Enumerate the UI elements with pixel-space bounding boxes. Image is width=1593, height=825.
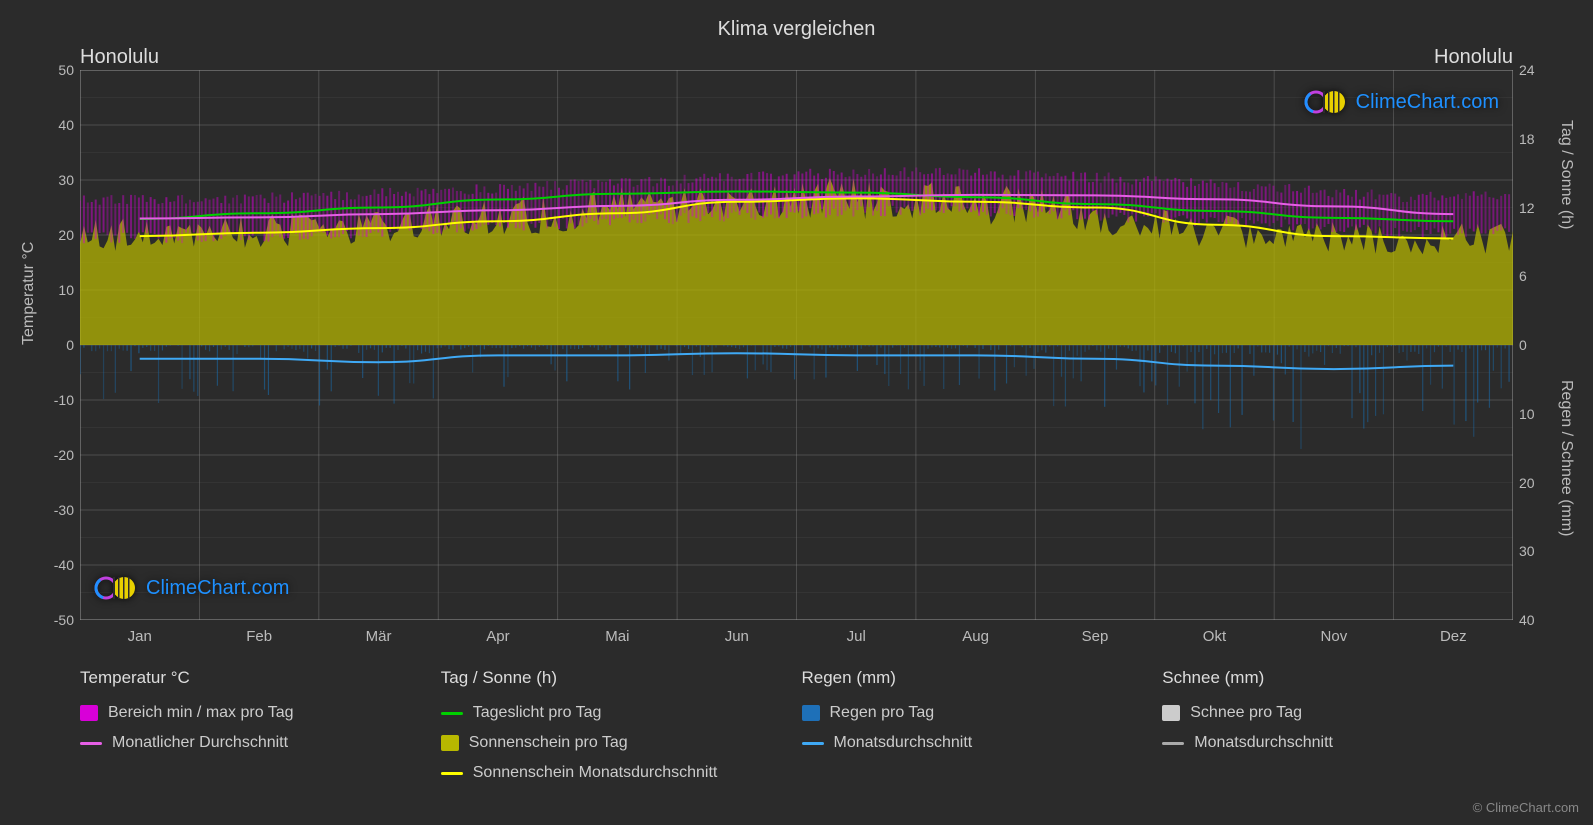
yaxis-right-bottom-label: Regen / Schnee (mm) xyxy=(1557,380,1575,537)
legend-swatch-icon xyxy=(80,705,98,721)
legend-group-title: Schnee (mm) xyxy=(1162,668,1513,688)
legend-item-label: Tageslicht pro Tag xyxy=(473,704,602,722)
yaxis-right-tick: 18 xyxy=(1519,131,1543,147)
legend-item-label: Schnee pro Tag xyxy=(1190,704,1302,722)
legend-item: Monatsdurchschnitt xyxy=(1162,734,1513,752)
legend-item: Monatlicher Durchschnitt xyxy=(80,734,431,752)
legend-group: Temperatur °C Bereich min / max pro Tag Mo… xyxy=(80,668,431,782)
watermark-logo-bottom: ClimeChart.com xyxy=(94,574,289,602)
yaxis-right-tick: 0 xyxy=(1519,337,1543,353)
yaxis-right-tick: 6 xyxy=(1519,268,1543,284)
location-label-right: Honolulu xyxy=(1434,46,1513,69)
xaxis-tick: Apr xyxy=(486,628,509,645)
watermark-text: ClimeChart.com xyxy=(146,577,289,600)
yaxis-right-tick: 20 xyxy=(1519,475,1543,491)
logo-icon xyxy=(94,574,138,602)
yaxis-left-tick: -30 xyxy=(46,502,74,518)
legend-group: Regen (mm) Regen pro Tag Monatsdurchschnit… xyxy=(802,668,1153,782)
legend-group: Tag / Sonne (h) Tageslicht pro Tag Sonnens… xyxy=(441,668,792,782)
copyright-text: © ClimeChart.com xyxy=(1473,800,1579,815)
xaxis-tick: Feb xyxy=(246,628,272,645)
legend-item: Regen pro Tag xyxy=(802,704,1153,722)
yaxis-right-tick: 30 xyxy=(1519,543,1543,559)
yaxis-left-tick: 30 xyxy=(46,172,74,188)
xaxis-tick: Jan xyxy=(128,628,152,645)
legend-item-label: Sonnenschein pro Tag xyxy=(469,734,628,752)
yaxis-right-tick: 12 xyxy=(1519,200,1543,216)
xaxis-tick: Mai xyxy=(605,628,629,645)
legend-item: Sonnenschein pro Tag xyxy=(441,734,792,752)
yaxis-left-tick: -20 xyxy=(46,447,74,463)
xaxis-tick: Mär xyxy=(366,628,392,645)
legend-line-icon xyxy=(441,712,463,715)
legend-line-icon xyxy=(802,742,824,745)
legend: Temperatur °C Bereich min / max pro Tag Mo… xyxy=(80,668,1513,782)
xaxis-tick: Sep xyxy=(1082,628,1109,645)
yaxis-left-tick: 0 xyxy=(46,337,74,353)
xaxis-tick: Aug xyxy=(962,628,989,645)
yaxis-left-tick: 50 xyxy=(46,62,74,78)
legend-swatch-icon xyxy=(1162,705,1180,721)
legend-item: Tageslicht pro Tag xyxy=(441,704,792,722)
xaxis-tick: Nov xyxy=(1321,628,1348,645)
yaxis-right-tick: 40 xyxy=(1519,612,1543,628)
yaxis-left-tick: -10 xyxy=(46,392,74,408)
legend-group: Schnee (mm) Schnee pro Tag Monatsdurchschn… xyxy=(1162,668,1513,782)
legend-item: Sonnenschein Monatsdurchschnitt xyxy=(441,764,792,782)
yaxis-left-label: Temperatur °C xyxy=(20,242,38,345)
legend-line-icon xyxy=(1162,742,1184,745)
yaxis-right-tick: 24 xyxy=(1519,62,1543,78)
legend-item: Bereich min / max pro Tag xyxy=(80,704,431,722)
legend-item-label: Bereich min / max pro Tag xyxy=(108,704,294,722)
legend-swatch-icon xyxy=(441,735,459,751)
yaxis-left-tick: 10 xyxy=(46,282,74,298)
yaxis-left-tick: 40 xyxy=(46,117,74,133)
logo-icon xyxy=(1304,88,1348,116)
legend-item: Monatsdurchschnitt xyxy=(802,734,1153,752)
legend-item-label: Monatsdurchschnitt xyxy=(1194,734,1333,752)
legend-item-label: Sonnenschein Monatsdurchschnitt xyxy=(473,764,718,782)
xaxis-tick: Okt xyxy=(1203,628,1226,645)
legend-swatch-icon xyxy=(802,705,820,721)
watermark-text: ClimeChart.com xyxy=(1356,91,1499,114)
chart-title: Klima vergleichen xyxy=(0,18,1593,41)
climate-chart: Klima vergleichen Honolulu Honolulu Temp… xyxy=(0,0,1593,825)
yaxis-right-top-label: Tag / Sonne (h) xyxy=(1557,120,1575,229)
legend-item-label: Monatsdurchschnitt xyxy=(834,734,973,752)
legend-group-title: Regen (mm) xyxy=(802,668,1153,688)
yaxis-right-tick: 10 xyxy=(1519,406,1543,422)
plot-area: ClimeChart.com ClimeChart.com xyxy=(80,70,1513,620)
legend-group-title: Temperatur °C xyxy=(80,668,431,688)
legend-line-icon xyxy=(80,742,102,745)
xaxis-tick: Dez xyxy=(1440,628,1467,645)
location-label-left: Honolulu xyxy=(80,46,159,69)
yaxis-left-tick: -50 xyxy=(46,612,74,628)
legend-group-title: Tag / Sonne (h) xyxy=(441,668,792,688)
xaxis-tick: Jul xyxy=(847,628,866,645)
legend-item-label: Monatlicher Durchschnitt xyxy=(112,734,288,752)
legend-line-icon xyxy=(441,772,463,775)
legend-item: Schnee pro Tag xyxy=(1162,704,1513,722)
watermark-logo-top: ClimeChart.com xyxy=(1304,88,1499,116)
yaxis-left-tick: 20 xyxy=(46,227,74,243)
legend-item-label: Regen pro Tag xyxy=(830,704,935,722)
chart-svg xyxy=(80,70,1513,620)
xaxis-tick: Jun xyxy=(725,628,749,645)
yaxis-left-tick: -40 xyxy=(46,557,74,573)
